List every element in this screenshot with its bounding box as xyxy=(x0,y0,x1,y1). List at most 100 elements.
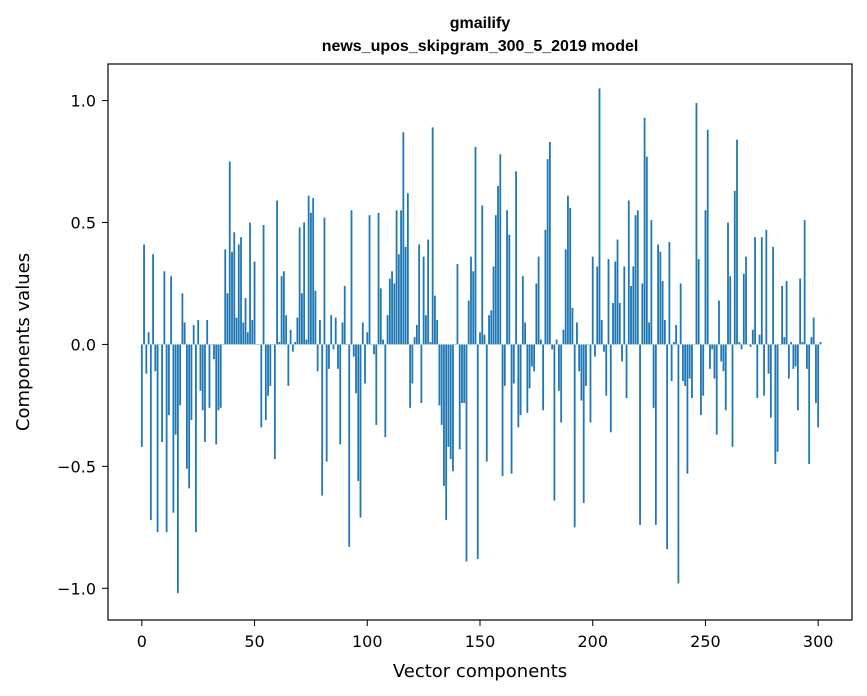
bar xyxy=(285,315,288,345)
bar xyxy=(695,103,698,345)
bar xyxy=(497,185,499,345)
bar xyxy=(558,344,560,391)
bar xyxy=(434,295,436,345)
bar xyxy=(373,344,375,355)
bar xyxy=(397,254,400,345)
bar xyxy=(742,273,745,345)
bar xyxy=(179,344,182,406)
bar xyxy=(188,344,191,489)
bar xyxy=(393,283,396,345)
bar xyxy=(691,344,693,399)
bar xyxy=(627,200,630,345)
bar xyxy=(819,342,822,345)
bar xyxy=(213,344,215,360)
bar xyxy=(499,154,502,345)
bar xyxy=(492,266,495,345)
bar xyxy=(379,288,382,345)
bar xyxy=(289,329,292,345)
bar xyxy=(282,271,285,345)
bar xyxy=(307,195,310,345)
bar xyxy=(544,229,547,345)
bar xyxy=(526,344,529,413)
bar xyxy=(449,344,452,460)
bar xyxy=(515,171,517,345)
bar xyxy=(607,259,610,345)
bar xyxy=(452,344,454,472)
bar xyxy=(668,242,671,345)
bar xyxy=(140,344,143,447)
bar xyxy=(745,256,747,345)
bar xyxy=(535,283,538,345)
bar xyxy=(170,276,173,345)
bar xyxy=(548,142,551,345)
bar xyxy=(422,256,425,345)
bar xyxy=(339,344,342,445)
bar xyxy=(488,315,490,345)
x-axis-label: Vector components xyxy=(393,661,567,682)
bar xyxy=(228,161,231,345)
bar xyxy=(395,210,398,345)
bar xyxy=(578,344,581,372)
bar xyxy=(808,344,811,464)
bar xyxy=(298,227,301,345)
bar xyxy=(330,315,333,345)
bar xyxy=(733,190,736,345)
bar xyxy=(305,339,308,345)
bar xyxy=(675,324,678,345)
bar xyxy=(404,246,407,345)
bar xyxy=(262,224,265,345)
bar xyxy=(143,244,145,345)
y-tick-label: 0.0 xyxy=(71,335,96,354)
bar xyxy=(291,344,294,352)
bar xyxy=(634,215,637,345)
bar xyxy=(625,344,628,399)
bar xyxy=(447,344,450,447)
bar xyxy=(810,337,813,345)
bar xyxy=(817,344,820,428)
bar xyxy=(411,344,414,384)
bar xyxy=(792,344,795,369)
bar xyxy=(440,344,443,425)
bar xyxy=(749,344,752,347)
bar xyxy=(697,259,700,345)
bar xyxy=(321,344,324,496)
bar xyxy=(688,344,691,379)
bar xyxy=(727,222,729,345)
bar xyxy=(217,344,220,411)
bar xyxy=(612,302,614,345)
bar xyxy=(623,266,626,345)
bar xyxy=(465,344,468,562)
bar xyxy=(654,344,657,525)
bar xyxy=(278,342,281,345)
bar xyxy=(296,317,299,345)
bar xyxy=(357,344,360,481)
bar xyxy=(776,344,779,452)
bar xyxy=(300,293,303,345)
bar xyxy=(319,320,321,345)
bar xyxy=(781,285,784,345)
bar xyxy=(679,283,682,345)
bar xyxy=(720,344,723,362)
bar xyxy=(174,344,177,435)
bar xyxy=(754,237,756,345)
bar xyxy=(801,342,804,345)
x-tick-label: 150 xyxy=(465,632,496,651)
bar xyxy=(314,290,317,345)
bar xyxy=(199,344,202,391)
bar xyxy=(316,344,319,372)
bar xyxy=(359,344,362,518)
bar xyxy=(643,117,646,345)
bar xyxy=(388,278,391,345)
y-tick-label: 1.0 xyxy=(71,92,96,111)
bar xyxy=(334,317,337,345)
bar xyxy=(506,210,508,345)
bar xyxy=(431,127,434,345)
bar xyxy=(494,215,497,345)
bar xyxy=(706,129,709,345)
bar xyxy=(571,307,574,345)
bar xyxy=(533,344,536,372)
bar xyxy=(312,198,315,345)
bars-group xyxy=(140,88,822,594)
bar xyxy=(206,320,209,345)
bar xyxy=(713,344,716,379)
